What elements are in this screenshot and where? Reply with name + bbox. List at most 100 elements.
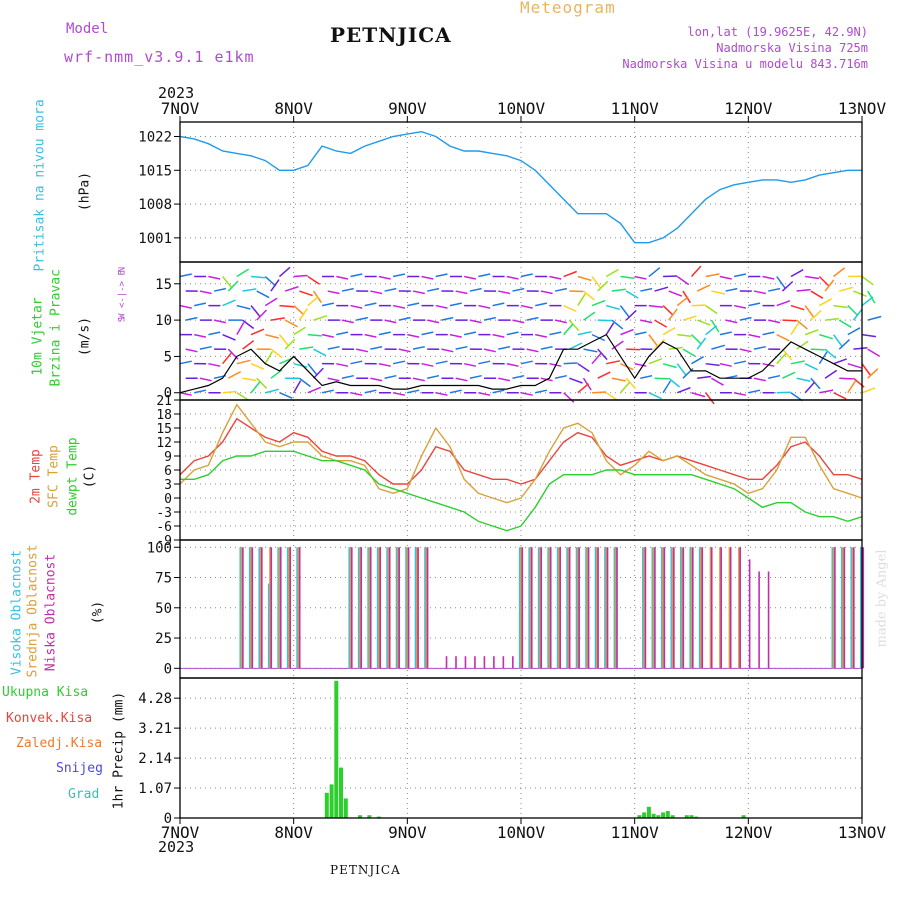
wind-arrow [833, 358, 847, 365]
wind-arrow [682, 315, 697, 321]
wind-arrow [662, 326, 676, 336]
meteogram-label: Meteogram [520, 0, 616, 17]
wind-arrow [762, 331, 775, 336]
wind-arrow [427, 287, 440, 292]
wind-arrow [847, 362, 862, 369]
xtick-label-top: 7NOV [161, 99, 200, 118]
wind-arrow [293, 362, 308, 368]
wind-arrow [242, 319, 255, 330]
wind-arrow [370, 290, 383, 295]
wind-arrow [293, 326, 306, 336]
wind-arrow [611, 377, 626, 382]
model-altitude-label: Nadmorska Visina u modelu 843.716m [622, 57, 868, 71]
wind-arrow [804, 363, 819, 371]
wind-arrow [407, 389, 420, 394]
wind-arrow [364, 302, 377, 307]
wind-arrow [256, 309, 268, 321]
wind-arrow [279, 392, 293, 399]
wind-arrow [256, 377, 268, 389]
legend-total-precip: Ukupna Kisa [2, 685, 89, 700]
wind-arrow [435, 360, 448, 365]
wind-arrow [392, 392, 406, 396]
wind-speed-line [179, 333, 862, 394]
wind-arrow [464, 362, 477, 367]
wind-arrow [341, 287, 354, 292]
wind-arrow [378, 275, 391, 280]
precip-bar [684, 815, 689, 818]
ytick-label: 4.28 [138, 691, 172, 707]
wind-arrow [250, 328, 265, 336]
wind-arrow [299, 290, 313, 297]
wind-arrow [768, 287, 781, 292]
wind-arrow [321, 389, 334, 394]
precip-bar [324, 792, 329, 818]
wind-arrow [592, 391, 607, 394]
temp-line-sfc [179, 403, 863, 504]
wind-arrow [563, 270, 577, 278]
wind-arrow [236, 322, 245, 336]
wind-arrow [264, 275, 277, 287]
wind-arrow [307, 275, 321, 285]
wind-arrow [483, 316, 496, 321]
wind-arrow [861, 275, 874, 286]
wind-arrow [733, 360, 747, 365]
wind-arrow [208, 275, 221, 280]
wind-arrow [435, 392, 448, 396]
legend-snow: Snijeg [56, 761, 103, 776]
wind-arrow [782, 319, 797, 322]
ytick-label: 6 [164, 464, 172, 479]
wind-arrow [782, 371, 796, 379]
wind-arrow [464, 275, 477, 280]
wind-arrow [677, 386, 691, 394]
wind-arrow [265, 388, 279, 394]
altitude-label: Nadmorska Visina 725m [716, 41, 868, 55]
wind-arrow [810, 348, 825, 351]
wind-arrow [619, 305, 630, 318]
wind-arrow [634, 362, 647, 367]
wind-arrow [435, 273, 448, 278]
ytick-label: 0 [164, 386, 172, 402]
wind-arrow [654, 338, 666, 350]
wind-arrow [611, 340, 624, 350]
wind-arrow [867, 290, 876, 304]
ytick-label: 9 [164, 450, 172, 465]
ytick-label: 1008 [138, 197, 172, 213]
wind-arrow [327, 290, 340, 295]
wind-arrow [199, 377, 212, 382]
wind-arrow [662, 380, 672, 394]
wind-arrow [321, 333, 334, 338]
wind-arrow [321, 302, 334, 307]
wind-arrow [577, 363, 590, 373]
wind-arrow [412, 377, 425, 382]
wind-arrow [427, 319, 440, 324]
wind-arrow [682, 290, 692, 304]
wind-arrow [781, 348, 793, 361]
wind-arrow [690, 334, 703, 345]
wind-arrow [412, 345, 425, 350]
temp-line-dewpt [180, 450, 863, 532]
wind-arrow [242, 340, 255, 350]
wind-arrow [293, 305, 305, 316]
wind-arrow [441, 316, 454, 321]
wind-arrow [676, 363, 687, 376]
wind-arrow [449, 333, 462, 338]
wind-arrow [478, 392, 491, 396]
wind-arrow [790, 360, 805, 365]
wind-arrow [265, 333, 279, 339]
wind-arrow [293, 380, 302, 394]
wind-arrow [696, 284, 711, 292]
lonlat-label: lon,lat (19.9625E, 42.9N) [687, 25, 868, 39]
wind-arrow [705, 325, 718, 336]
wind-arrow [336, 275, 349, 280]
wind-arrow [690, 265, 702, 278]
ytick-label: 0 [164, 661, 172, 677]
ytick-label: 15 [155, 277, 172, 293]
wind-arrow [648, 334, 658, 347]
ytick-label: 10 [155, 313, 172, 329]
wind-arrow [498, 290, 511, 295]
wind-arrow [620, 275, 635, 279]
wind-arrow [278, 266, 291, 278]
wind-arrow [336, 331, 349, 336]
wind-arrow [392, 360, 406, 365]
precip-bar [343, 798, 348, 818]
